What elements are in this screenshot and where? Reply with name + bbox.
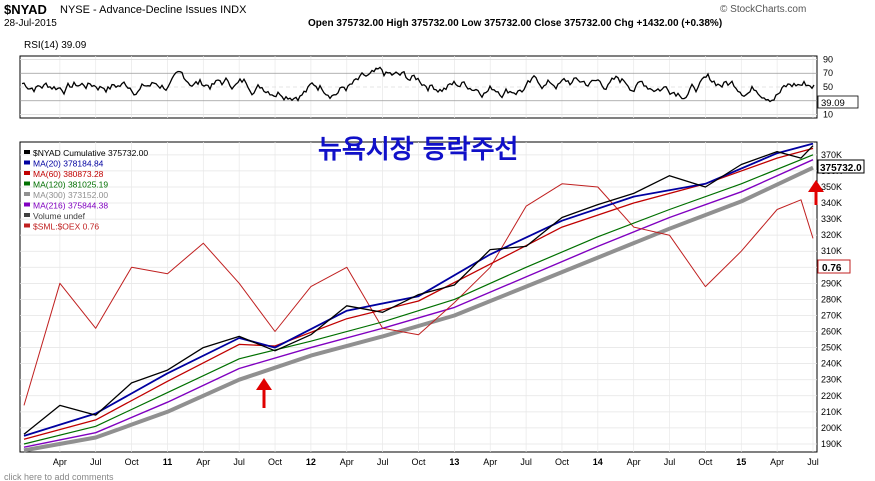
x-tick-label: Apr: [770, 457, 784, 467]
x-tick-label: Oct: [698, 457, 713, 467]
x-tick-label: 11: [163, 457, 173, 467]
x-tick-label: Oct: [555, 457, 570, 467]
y-tick-label: 230K: [821, 375, 842, 385]
y-tick-label: 240K: [821, 359, 842, 369]
x-tick-label: Oct: [268, 457, 283, 467]
legend-swatch: [24, 192, 30, 196]
last-value-box: [817, 159, 865, 174]
y-tick-label: 290K: [821, 278, 842, 288]
x-tick-label: Apr: [53, 457, 67, 467]
legend-swatch: [24, 223, 30, 228]
x-tick-label: Apr: [196, 457, 210, 467]
series-line-ma-300-: [23, 165, 814, 453]
korean-title: 뉴욕시장 등락주선: [318, 135, 518, 165]
x-tick-label: 14: [593, 457, 603, 467]
y-tick-label: 330K: [821, 214, 842, 224]
y-tick-label: 340K: [821, 198, 842, 208]
x-tick-label: Jul: [377, 457, 389, 467]
arrow-2015: [808, 180, 824, 205]
legend-swatch: [24, 181, 30, 186]
series-line-ma-216-: [23, 159, 814, 448]
series-line-ma-120-: [23, 154, 814, 445]
rsi-label: RSI(14) 39.09: [24, 40, 87, 51]
legend-swatch: [24, 150, 30, 154]
x-tick-label: Jul: [807, 457, 819, 467]
y-tick-label: 270K: [821, 310, 842, 320]
legend-entry: MA(20) 378184.84: [33, 159, 104, 169]
x-tick-label: Apr: [627, 457, 641, 467]
y-tick-label: 210K: [821, 407, 842, 417]
legend-swatch: [24, 171, 30, 175]
y-tick-label: 260K: [821, 327, 842, 337]
y-tick-label: 220K: [821, 391, 842, 401]
main-panel: 190K 200K 210K 220K 230K 240K 250K 260K 270K 280K…: [19, 135, 865, 467]
arrow-2011: [256, 378, 272, 408]
chart-date: 28-Jul-2015: [4, 18, 57, 29]
y-tick-label: 200K: [821, 423, 842, 433]
x-tick-label: Apr: [340, 457, 354, 467]
y-tick-label: 190K: [821, 439, 842, 449]
rsi-panel: RSI(14) 39.09 9070503010 39.09: [19, 40, 859, 120]
brand-logo[interactable]: © StockCharts.com: [720, 4, 807, 15]
legend-entry: MA(60) 380873.28: [33, 169, 104, 179]
legend-entry: Volume undef: [33, 211, 86, 221]
rsi-value-box: [817, 95, 859, 109]
x-tick-label: Oct: [125, 457, 140, 467]
x-tick-label: 13: [449, 457, 459, 467]
ohlc-readout: Open 375732.00 High 375732.00 Low 375732…: [308, 18, 723, 29]
symbol: $NYAD: [4, 2, 47, 17]
x-tick-label: Jul: [664, 457, 676, 467]
series-line-ma-20-: [23, 142, 814, 437]
legend-swatch: [24, 213, 30, 217]
y-tick-label: 320K: [821, 230, 842, 240]
legend-entry: MA(216) 375844.38: [33, 201, 108, 211]
y-tick-label: 250K: [821, 343, 842, 353]
chart-header: $NYAD NYSE - Advance-Decline Issues INDX…: [0, 0, 875, 36]
footer-note[interactable]: click here to add comments: [4, 472, 114, 481]
legend-entry: MA(300) 373152.00: [33, 190, 108, 200]
legend-swatch: [24, 160, 30, 165]
y-tick-label: 310K: [821, 246, 842, 256]
legend-entry: $SML:$OEX 0.76: [33, 222, 99, 232]
rsi-tick-label: 70: [823, 68, 833, 78]
rsi-tick-label: 90: [823, 54, 833, 64]
rsi-tick-label: 10: [823, 110, 833, 120]
x-tick-label: 15: [736, 457, 746, 467]
y-tick-label: 350K: [821, 182, 842, 192]
index-name: NYSE - Advance-Decline Issues INDX: [60, 4, 247, 16]
x-tick-label: Apr: [483, 457, 497, 467]
legend-entry: $NYAD Cumulative 375732.00: [33, 148, 148, 158]
legend-swatch: [24, 202, 30, 207]
x-tick-label: 12: [306, 457, 316, 467]
rsi-line: [21, 66, 815, 103]
x-tick-label: Jul: [520, 457, 532, 467]
ratio-label: 0.76: [822, 263, 842, 274]
rsi-value-label: 39.09: [821, 98, 845, 109]
legend-entry: MA(120) 381025.19: [33, 180, 108, 190]
series-line--nyad-cumulative: [23, 145, 814, 435]
x-tick-label: Jul: [233, 457, 245, 467]
ratio-box: [817, 259, 851, 274]
series-line--sml-oex: [23, 183, 814, 406]
x-tick-label: Jul: [90, 457, 102, 467]
y-tick-label: 280K: [821, 294, 842, 304]
x-tick-label: Oct: [411, 457, 426, 467]
y-tick-label: 370K: [821, 150, 842, 160]
rsi-tick-label: 50: [823, 82, 833, 92]
last-value-label: 375732.0: [820, 163, 862, 174]
